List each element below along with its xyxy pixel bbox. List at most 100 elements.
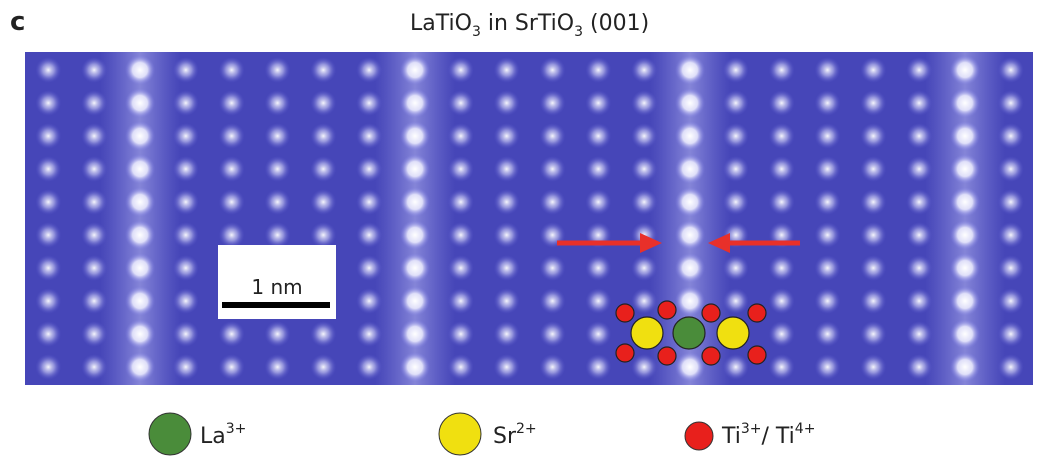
atom-column <box>815 57 841 83</box>
atom-column <box>219 354 245 380</box>
bright-atom-column <box>400 121 430 151</box>
bright-atom-column <box>125 55 155 85</box>
bright-atom-column <box>675 88 705 118</box>
atom-column <box>723 189 749 215</box>
atom-column <box>540 255 566 281</box>
atom-column <box>356 123 382 149</box>
atom-column <box>998 123 1024 149</box>
atom-column <box>494 354 520 380</box>
bright-atom-column <box>675 220 705 250</box>
bright-atom-column <box>125 220 155 250</box>
title-sub: 3 <box>574 24 583 40</box>
atom-column <box>219 222 245 248</box>
atom-column <box>998 189 1024 215</box>
atom-column <box>219 189 245 215</box>
atom-column <box>723 288 749 314</box>
atom-column <box>219 321 245 347</box>
atom-column <box>448 123 474 149</box>
ti-atom <box>702 304 720 322</box>
atom-column <box>265 90 291 116</box>
atom-column <box>265 123 291 149</box>
scale-bar-label: 1 nm <box>251 275 302 299</box>
atom-column <box>35 354 61 380</box>
atom-column <box>815 321 841 347</box>
title-part: in SrTiO <box>481 11 574 36</box>
atom-column <box>906 90 932 116</box>
atom-column <box>540 123 566 149</box>
atom-column <box>723 255 749 281</box>
atom-column <box>494 123 520 149</box>
atom-column <box>998 288 1024 314</box>
atom-column <box>81 288 107 314</box>
atom-column <box>585 189 611 215</box>
atom-column <box>998 90 1024 116</box>
atom-column <box>631 354 657 380</box>
atom-column <box>265 222 291 248</box>
atom-column <box>35 189 61 215</box>
atom-column <box>998 222 1024 248</box>
atom-column <box>35 57 61 83</box>
atom-column <box>860 354 886 380</box>
atom-column <box>81 123 107 149</box>
bright-atom-column <box>400 55 430 85</box>
atom-column <box>906 57 932 83</box>
atom-column <box>585 90 611 116</box>
atom-column <box>906 123 932 149</box>
atom-column <box>815 123 841 149</box>
atom-column <box>769 288 795 314</box>
bright-atom-column <box>950 187 980 217</box>
atom-column <box>860 123 886 149</box>
bright-atom-column <box>950 253 980 283</box>
atom-column <box>815 255 841 281</box>
atom-column <box>906 222 932 248</box>
legend-symbol: Ti <box>721 424 741 449</box>
atom-column <box>769 90 795 116</box>
legend-charge: 2+ <box>516 421 537 437</box>
atom-column <box>219 123 245 149</box>
atom-column <box>356 288 382 314</box>
atom-column <box>173 222 199 248</box>
legend-swatch <box>685 422 713 450</box>
atom-column <box>356 321 382 347</box>
atom-column <box>769 57 795 83</box>
atom-column <box>494 156 520 182</box>
title-part: (001) <box>583 11 649 36</box>
atom-column <box>723 90 749 116</box>
atom-column <box>998 57 1024 83</box>
bright-atom-column <box>400 286 430 316</box>
bright-atom-column <box>125 154 155 184</box>
atom-column <box>585 123 611 149</box>
atom-column <box>265 57 291 83</box>
bright-atom-column <box>675 187 705 217</box>
legend-symbol: La <box>200 424 226 449</box>
atom-column <box>173 57 199 83</box>
atom-column <box>815 156 841 182</box>
figure: c LaTiO3 in SrTiO3 (001) 1 nm La3+ Sr2+ … <box>0 0 1052 467</box>
atom-column <box>448 222 474 248</box>
atom-column <box>448 288 474 314</box>
legend-swatch <box>439 413 481 455</box>
ti-atom <box>616 304 634 322</box>
atom-column <box>906 255 932 281</box>
atom-column <box>815 222 841 248</box>
atom-column <box>265 189 291 215</box>
atom-column <box>310 156 336 182</box>
atom-column <box>540 288 566 314</box>
legend-symbol: Ti <box>775 424 795 449</box>
bright-atom-column <box>125 121 155 151</box>
bright-atom-column <box>675 55 705 85</box>
atom-column <box>585 156 611 182</box>
atom-column <box>815 90 841 116</box>
atom-column <box>310 189 336 215</box>
atom-column <box>906 288 932 314</box>
atom-column <box>540 57 566 83</box>
sr-atom <box>631 317 663 349</box>
atom-column <box>860 57 886 83</box>
atom-column <box>81 255 107 281</box>
ti-atom <box>616 344 634 362</box>
bright-atom-column <box>950 286 980 316</box>
bright-atom-column <box>400 187 430 217</box>
atom-column <box>631 255 657 281</box>
scale-bar-line <box>222 302 330 308</box>
ti-atom <box>702 347 720 365</box>
